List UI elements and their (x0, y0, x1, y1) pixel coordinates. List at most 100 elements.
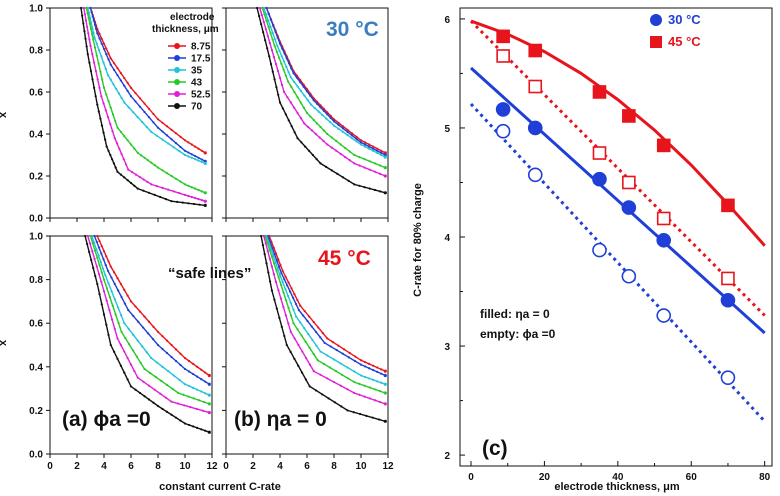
series-point-35 (332, 358, 336, 361)
series-point-70 (109, 153, 112, 157)
series-point-17.5 (302, 85, 305, 88)
series-point-70 (293, 131, 296, 134)
series-point-70 (280, 325, 283, 328)
series-point-43 (126, 139, 129, 142)
series-point-70 (330, 169, 333, 172)
series-point-43 (197, 188, 200, 192)
series-point-70 (300, 371, 304, 374)
series-point-17.5 (287, 62, 291, 65)
series-point-35 (167, 142, 170, 145)
series-point-43 (280, 283, 283, 287)
series-point-52.5 (96, 78, 99, 81)
series-point-43 (177, 391, 180, 395)
series-point-35 (97, 48, 101, 52)
series-point-70 (296, 137, 299, 140)
series-point-35 (167, 370, 170, 373)
point-30-°C-empty (527, 167, 543, 183)
series-point-35 (95, 42, 98, 45)
legend-marker-45 (650, 36, 662, 48)
series-point-70 (94, 95, 97, 98)
series-point-52.5 (93, 257, 96, 260)
series-point-35 (280, 55, 283, 58)
series-point-52.5 (368, 397, 371, 400)
series-point-52.5 (100, 95, 103, 98)
series-point-43 (190, 186, 193, 189)
series-point-35 (115, 87, 118, 90)
series-point-70 (147, 398, 151, 401)
series-point-52.5 (262, 20, 265, 24)
series-point-17.5 (290, 67, 293, 70)
series-point-70 (273, 298, 276, 301)
series-point-17.5 (100, 252, 103, 255)
series-point-43 (300, 334, 303, 337)
y-axis-label-top: x (0, 111, 9, 118)
series-point-52.5 (89, 44, 92, 47)
series-point-35 (329, 121, 332, 124)
series-point-52.5 (268, 257, 271, 260)
series-point-52.5 (297, 343, 300, 347)
series-point-17.5 (192, 372, 195, 376)
legend-label-35: 35 (191, 66, 203, 77)
series-point-70 (314, 389, 318, 392)
panel-label-a: (a) ϕa =0 (62, 408, 151, 431)
series-point-8.75 (348, 351, 351, 355)
series-point-8.75 (376, 366, 379, 369)
series-point-70 (266, 47, 269, 50)
series-point-52.5 (122, 158, 125, 161)
series-point-70 (283, 334, 286, 338)
series-point-43 (135, 355, 138, 358)
series-point-52.5 (363, 166, 366, 169)
legend-swatch-dot (174, 103, 180, 109)
series-point-70 (371, 416, 374, 419)
series-point-43 (114, 119, 117, 123)
series-point-35 (207, 393, 211, 397)
series-point-8.75 (152, 325, 155, 328)
series-point-35 (97, 254, 100, 257)
series-point-43 (347, 377, 350, 380)
series-point-35 (383, 382, 387, 386)
series-point-17.5 (129, 95, 133, 98)
series-point-17.5 (350, 134, 354, 137)
series-point-35 (282, 60, 286, 63)
x-tick-label: 4 (277, 461, 283, 472)
series-point-17.5 (353, 359, 357, 363)
series-point-35 (368, 147, 371, 150)
series-point-52.5 (200, 199, 203, 202)
series-point-52.5 (322, 139, 325, 143)
series-point-43 (105, 93, 108, 96)
series-point-70 (85, 45, 88, 48)
series-point-17.5 (147, 116, 151, 119)
series-point-17.5 (294, 302, 298, 306)
series-point-17.5 (274, 30, 277, 33)
point-30-°C-empty (720, 370, 736, 385)
series-point-17.5 (123, 84, 126, 87)
series-point-8.75 (183, 139, 187, 142)
series-point-17.5 (100, 42, 103, 45)
series-point-52.5 (84, 19, 88, 22)
series-point-8.75 (107, 52, 110, 55)
series-point-70 (263, 253, 266, 256)
series-point-70 (159, 195, 162, 199)
series-point-43 (273, 262, 276, 265)
series-point-35 (141, 345, 144, 348)
series-point-70 (96, 103, 99, 106)
series-point-35 (91, 26, 94, 29)
series-point-43 (146, 159, 149, 162)
series-point-8.75 (354, 355, 357, 358)
series-point-17.5 (194, 154, 197, 158)
series-point-17.5 (341, 127, 345, 130)
series-point-70 (336, 172, 339, 175)
series-point-70 (123, 176, 126, 179)
series-point-35 (296, 85, 299, 88)
legend-swatch-dot (174, 79, 180, 85)
series-point-70 (83, 30, 86, 33)
series-point-52.5 (284, 314, 287, 317)
fit-line-30-°C-empty (469, 102, 766, 423)
series-point-17.5 (285, 57, 288, 60)
series-point-52.5 (124, 163, 128, 166)
series-point-35 (376, 151, 379, 154)
x-tick-label: 40 (612, 472, 624, 483)
point-45-°C-empty (496, 49, 510, 63)
series-point-35 (355, 140, 358, 143)
series-point-17.5 (286, 284, 289, 287)
